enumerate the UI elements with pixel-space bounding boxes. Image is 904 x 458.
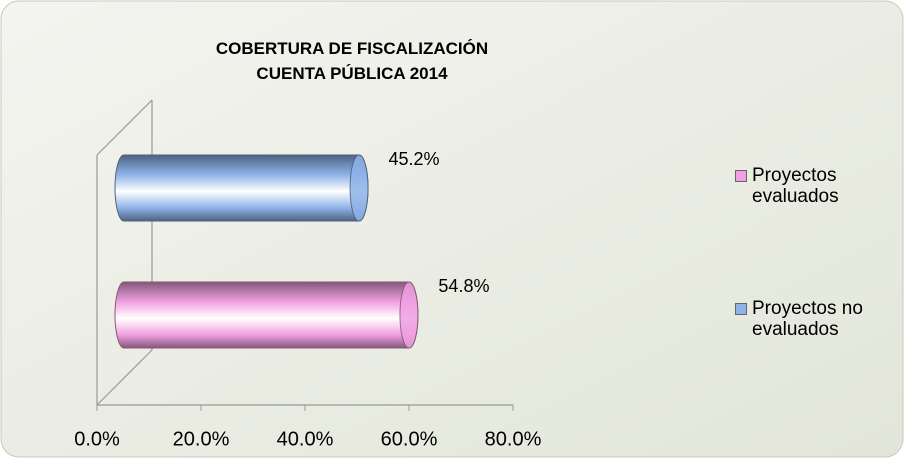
bar [114, 154, 369, 222]
bar-cap [399, 281, 419, 349]
bar-cap [349, 154, 369, 222]
legend-label: Proyectos no evaluados [752, 298, 863, 340]
legend-swatch [735, 170, 747, 182]
legend-swatch [735, 303, 747, 315]
axes-3d [96, 99, 513, 406]
value-label: 54.8% [438, 276, 489, 296]
x-tick-label: 40.0% [277, 428, 334, 450]
bar [114, 281, 419, 349]
x-tick-label: 0.0% [74, 428, 120, 450]
x-tick-label: 20.0% [173, 428, 230, 450]
chart-title: COBERTURA DE FISCALIZACIÓN CUENTA PÚBLIC… [215, 39, 489, 83]
x-tick-label: 80.0% [485, 428, 542, 450]
value-label: 45.2% [389, 149, 440, 169]
legend-label: Proyectos evaluados [752, 165, 839, 207]
x-tick-label: 60.0% [381, 428, 438, 450]
